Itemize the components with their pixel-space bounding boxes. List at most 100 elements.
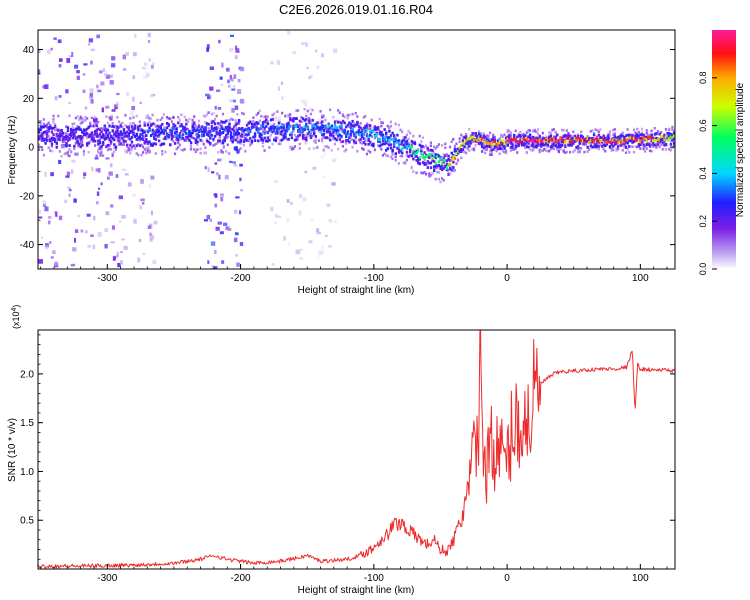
heatmap-cell [159,143,162,147]
heatmap-cell [125,145,129,148]
heatmap-cell [70,169,74,174]
heatmap-cell [578,137,581,141]
heatmap-cell [588,138,591,142]
heatmap-cell [58,135,62,139]
heatmap-cell [292,147,295,151]
heatmap-cell [636,127,639,131]
heatmap-cell [616,135,620,139]
heatmap-cell [244,133,247,137]
heatmap-cell [199,147,202,151]
heatmap-cell [196,135,199,139]
heatmap-cell [591,129,594,132]
heatmap-cell [464,139,468,143]
heatmap-cell [239,98,245,104]
heatmap-cell [552,143,556,147]
heatmap-cell [143,62,148,66]
heatmap-cell [335,129,338,133]
heatmap-cell [543,137,546,141]
heatmap-cell [432,145,436,149]
heatmap-cell [44,124,47,128]
heatmap-cell [615,141,618,145]
heatmap-cell [548,149,551,153]
heatmap-cell [218,123,221,126]
heatmap-cell [405,150,409,154]
heatmap-cell [44,141,47,145]
heatmap-cell [624,140,628,144]
heatmap-cell [290,118,294,122]
heatmap-cell [227,84,231,88]
heatmap-cell [580,139,583,143]
heatmap-cell [50,139,53,142]
spectrogram-heatmap [38,30,675,269]
heatmap-cell [544,142,548,145]
heatmap-cell [306,119,309,123]
heatmap-cell [170,129,174,133]
heatmap-cell [328,219,333,223]
heatmap-cell [121,125,124,129]
heatmap-cell [420,144,423,148]
heatmap-cell [372,129,375,133]
heatmap-cell [492,137,495,141]
heatmap-cell [623,140,626,144]
heatmap-cell [482,134,485,138]
heatmap-cell [128,148,133,152]
heatmap-cell [623,145,626,149]
heatmap-cell [527,141,530,145]
heatmap-cell [516,151,519,154]
heatmap-cell [253,139,257,142]
colorbar-tick-label: 0.8 [698,72,708,85]
heatmap-cell [139,205,143,210]
heatmap-cell [81,143,84,147]
heatmap-cell [266,122,270,126]
heatmap-cell [407,144,410,148]
colorbar-ticks: 0.00.20.40.60.8 [698,72,717,275]
heatmap-cell [65,89,69,94]
heatmap-cell [600,137,604,141]
heatmap-cell [196,132,199,136]
heatmap-cell [52,126,55,130]
heatmap-cell [503,147,506,150]
heatmap-cell [207,260,210,264]
heatmap-cell [42,153,45,157]
heatmap-cell [69,130,73,134]
heatmap-cell [215,132,218,136]
heatmap-cell [353,139,356,143]
heatmap-cell [138,120,141,124]
heatmap-cell [186,127,189,131]
heatmap-cell [453,144,456,148]
heatmap-cell [221,141,225,145]
heatmap-cell [570,140,573,144]
heatmap-cell [514,141,517,144]
heatmap-cell [364,124,367,128]
heatmap-cell [305,114,308,118]
heatmap-cell [349,134,353,138]
heatmap-cell [63,152,66,156]
heatmap-cell [468,127,471,131]
heatmap-cell [565,134,569,138]
heatmap-cell [227,79,230,84]
heatmap-cell [517,140,521,144]
heatmap-cell [98,141,102,145]
heatmap-cell [207,127,210,130]
heatmap-cell [134,33,137,38]
heatmap-cell [74,229,79,233]
heatmap-cell [129,130,132,134]
heatmap-cell [506,130,509,134]
heatmap-cell [285,138,289,141]
heatmap-cell [520,137,524,141]
heatmap-cell [476,134,479,138]
heatmap-cell [528,139,532,143]
heatmap-cell [287,137,290,141]
heatmap-cell [317,118,322,121]
heatmap-cell [281,111,284,115]
heatmap-cell [95,127,98,131]
heatmap-cell [604,136,607,140]
heatmap-cell [150,94,154,97]
heatmap-cell [57,134,60,138]
heatmap-cell [113,138,116,142]
heatmap-cell [576,147,580,151]
heatmap-cell [440,168,444,172]
heatmap-cell [488,142,492,146]
heatmap-cell [178,132,182,135]
heatmap-cell [194,133,197,137]
